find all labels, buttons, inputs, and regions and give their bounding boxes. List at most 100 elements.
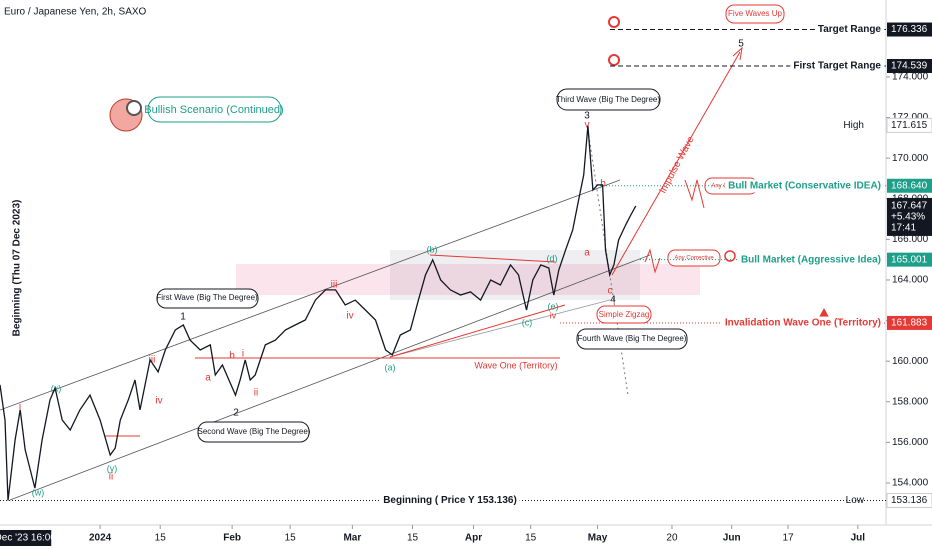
countdown: 17:41 [891, 223, 916, 234]
annotation: 4 [610, 295, 616, 306]
price-box [887, 252, 932, 267]
drawings [0, 4, 830, 501]
price-box [886, 493, 932, 509]
y-tick-label: 158.000 [892, 396, 929, 407]
x-tick-label: 15 [525, 533, 537, 544]
x-tick-label: 17 [782, 533, 794, 544]
price-label: 176.336 [891, 24, 928, 35]
level-name: Bull Market (Aggressive Idea) [741, 254, 881, 265]
annotation: (a) [385, 362, 396, 372]
y-tick-label: 170.000 [892, 153, 929, 164]
price-label: 171.615 [891, 120, 928, 131]
label-bg [790, 59, 885, 73]
annotation: 3 [584, 111, 590, 122]
level-name: High [843, 120, 864, 131]
x-tick-label: Feb [223, 533, 241, 544]
level-name: Invalidation Wave One (Territory) [725, 318, 881, 329]
note-box [156, 288, 259, 309]
annotation: Simple Zigzag [599, 310, 650, 319]
bulb-icon [724, 250, 736, 262]
label-bg [725, 179, 884, 193]
price-label: 161.883 [891, 318, 928, 329]
red-line [429, 254, 556, 263]
price-label: 174.539 [891, 61, 928, 72]
annotation: First Wave (Big The Degree) [156, 293, 258, 302]
level-name: Target Range [818, 24, 882, 35]
annotation: Fourth Wave (Big The Degree) [578, 334, 687, 343]
annotation: iii [149, 355, 156, 366]
x-tick-label: 15 [407, 533, 419, 544]
price-box [886, 117, 932, 133]
annotation: (d) [547, 253, 558, 263]
annotation: Bullish Scenario (Continued) [144, 104, 283, 116]
cursor-label: Dec '23 16:00 [0, 533, 56, 544]
warning-icon [818, 308, 830, 319]
x-tick-label: 2024 [89, 533, 112, 544]
annotation: v [585, 120, 590, 131]
level-name: First Target Range [793, 61, 881, 72]
arrow-head [732, 46, 743, 61]
channel-line [389, 299, 611, 358]
zone [236, 264, 700, 295]
label-bg [737, 253, 884, 267]
y-tick-label: 160.000 [892, 356, 929, 367]
annotation: 2 [233, 408, 239, 419]
level-name: Low [846, 495, 865, 506]
x-tick-label: 20 [666, 533, 678, 544]
note-box [556, 88, 661, 111]
annotation: i [242, 349, 244, 360]
zigzag [644, 248, 661, 274]
price-label: 153.136 [891, 495, 928, 506]
label-bg [380, 494, 520, 508]
y-axis-label: Beginning (Thu 07 Dec 2023) [12, 200, 23, 337]
price-box [887, 59, 932, 74]
last-change: +5.43% [891, 212, 925, 223]
annotation: iv [155, 396, 162, 407]
x-tick-label: Jun [723, 533, 741, 544]
annotation: Second Wave (Big The Degree) [198, 427, 311, 436]
x-tick-label: Jul [851, 533, 866, 544]
annotation: Third Wave (Big The Degree) [556, 95, 660, 104]
price-box [887, 178, 932, 193]
zone [390, 250, 640, 300]
x-tick-label: Mar [343, 533, 361, 544]
price-line [0, 125, 637, 501]
note-box [667, 249, 721, 267]
y-tick-label: 164.000 [892, 275, 929, 286]
level-name: Beginning ( Price Y 153.136) [383, 495, 517, 506]
annotation: (w) [32, 487, 45, 497]
y-tick-label: 154.000 [892, 478, 929, 489]
annotation: ii [254, 388, 258, 399]
y-tick-label: 172.000 [892, 112, 929, 123]
annotation: a [584, 248, 590, 259]
last-price: 167.647 [891, 201, 928, 212]
annotation: iii [331, 280, 338, 291]
annotation: (c) [522, 317, 533, 327]
price-box [887, 22, 932, 37]
y-tick-label: 156.000 [892, 437, 929, 448]
annotation: Five Waves Up [728, 9, 782, 18]
x-tick-label: 15 [285, 533, 297, 544]
x-tick-label: Apr [465, 533, 482, 544]
annotation: iv [346, 311, 353, 322]
label-bg [721, 316, 884, 330]
note-box [197, 421, 310, 443]
eye-icon [608, 16, 620, 28]
x-tick-label: May [588, 533, 608, 544]
chart-title: Euro / Japanese Yen, 2h, SAXO [4, 7, 147, 18]
price-box [887, 315, 932, 330]
annotation: 5 [738, 39, 744, 50]
annotation: Wave One (Territory) [474, 360, 557, 370]
annotation: (b) [427, 244, 438, 254]
level-name: Bull Market (Conservative IDEA) [728, 180, 881, 191]
annotation: ii [109, 472, 113, 483]
face-icon [126, 100, 142, 116]
label-bg [814, 23, 885, 37]
annotation: (e) [548, 301, 559, 311]
annotation: Any Corrective [674, 256, 714, 262]
x-tick-label: 15 [155, 533, 167, 544]
note-box [576, 328, 688, 350]
annotation: b [600, 179, 606, 190]
